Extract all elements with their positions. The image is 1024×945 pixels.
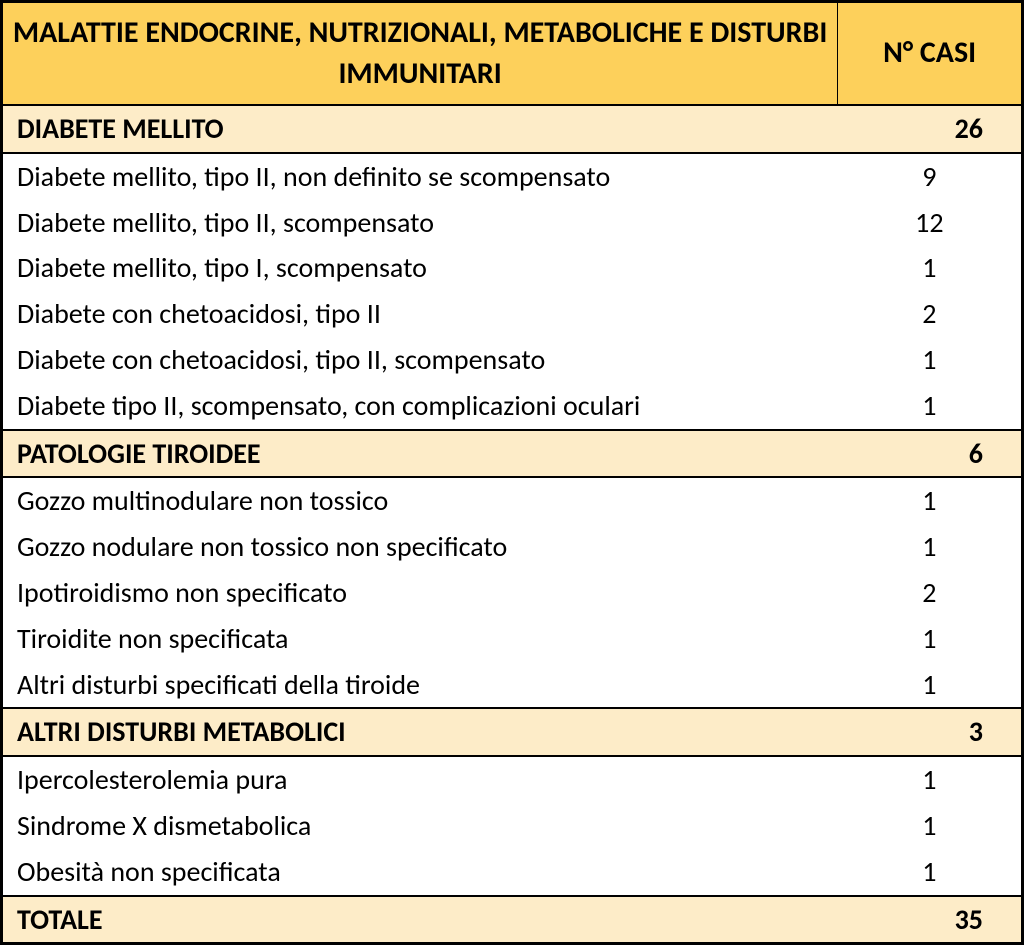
disease-table: MALATTIE ENDOCRINE, NUTRIZIONALI, METABO… [3,3,1021,942]
row-label: Diabete con chetoacidosi, tipo II [3,291,838,337]
row-value: 1 [838,803,1021,849]
row-label: Ipotiroidismo non specificato [3,570,838,616]
table-row: Diabete tipo II, scompensato, con compli… [3,383,1021,430]
table-row: Altri disturbi specificati della tiroide… [3,662,1021,709]
table-row: Ipotiroidismo non specificato 2 [3,570,1021,616]
table-row: Diabete con chetoacidosi, tipo II, scomp… [3,337,1021,383]
table-header-row: MALATTIE ENDOCRINE, NUTRIZIONALI, METABO… [3,3,1021,105]
table-body: MALATTIE ENDOCRINE, NUTRIZIONALI, METABO… [3,3,1021,942]
row-value: 1 [838,616,1021,662]
row-value: 1 [838,383,1021,430]
table-row: Diabete mellito, tipo II, scompensato 12 [3,200,1021,246]
section-label: ALTRI DISTURBI METABOLICI [3,708,838,756]
section-value: 26 [838,105,1021,153]
row-label: Tiroidite non specificata [3,616,838,662]
table-row: Diabete con chetoacidosi, tipo II 2 [3,291,1021,337]
row-label: Obesità non specificata [3,849,838,896]
row-value: 9 [838,153,1021,200]
total-row: TOTALE 35 [3,896,1021,943]
row-label: Altri disturbi specificati della tiroide [3,662,838,709]
row-value: 2 [838,570,1021,616]
row-label: Diabete tipo II, scompensato, con compli… [3,383,838,430]
table-row: Diabete mellito, tipo I, scompensato 1 [3,245,1021,291]
table-row: Tiroidite non specificata 1 [3,616,1021,662]
table-row: Gozzo multinodulare non tossico 1 [3,477,1021,524]
row-value: 1 [838,756,1021,803]
row-value: 1 [838,337,1021,383]
section-value: 6 [838,430,1021,478]
section-row: ALTRI DISTURBI METABOLICI 3 [3,708,1021,756]
table-row: Diabete mellito, tipo II, non definito s… [3,153,1021,200]
row-value: 12 [838,200,1021,246]
section-row: DIABETE MELLITO 26 [3,105,1021,153]
header-title: MALATTIE ENDOCRINE, NUTRIZIONALI, METABO… [3,3,838,105]
row-label: Diabete mellito, tipo I, scompensato [3,245,838,291]
table-row: Sindrome X dismetabolica 1 [3,803,1021,849]
row-label: Sindrome X dismetabolica [3,803,838,849]
section-value: 3 [838,708,1021,756]
total-value: 35 [838,896,1021,943]
section-label: PATOLOGIE TIROIDEE [3,430,838,478]
section-row: PATOLOGIE TIROIDEE 6 [3,430,1021,478]
row-label: Diabete con chetoacidosi, tipo II, scomp… [3,337,838,383]
row-value: 1 [838,245,1021,291]
row-value: 1 [838,477,1021,524]
row-value: 1 [838,524,1021,570]
row-value: 2 [838,291,1021,337]
header-cases-label: N° CASI [838,3,1021,105]
row-label: Diabete mellito, tipo II, scompensato [3,200,838,246]
row-value: 1 [838,849,1021,896]
section-label: DIABETE MELLITO [3,105,838,153]
row-value: 1 [838,662,1021,709]
table-row: Ipercolesterolemia pura 1 [3,756,1021,803]
disease-table-container: MALATTIE ENDOCRINE, NUTRIZIONALI, METABO… [0,0,1024,945]
table-row: Obesità non specificata 1 [3,849,1021,896]
row-label: Diabete mellito, tipo II, non definito s… [3,153,838,200]
table-row: Gozzo nodulare non tossico non specifica… [3,524,1021,570]
row-label: Ipercolesterolemia pura [3,756,838,803]
row-label: Gozzo multinodulare non tossico [3,477,838,524]
row-label: Gozzo nodulare non tossico non specifica… [3,524,838,570]
total-label: TOTALE [3,896,838,943]
